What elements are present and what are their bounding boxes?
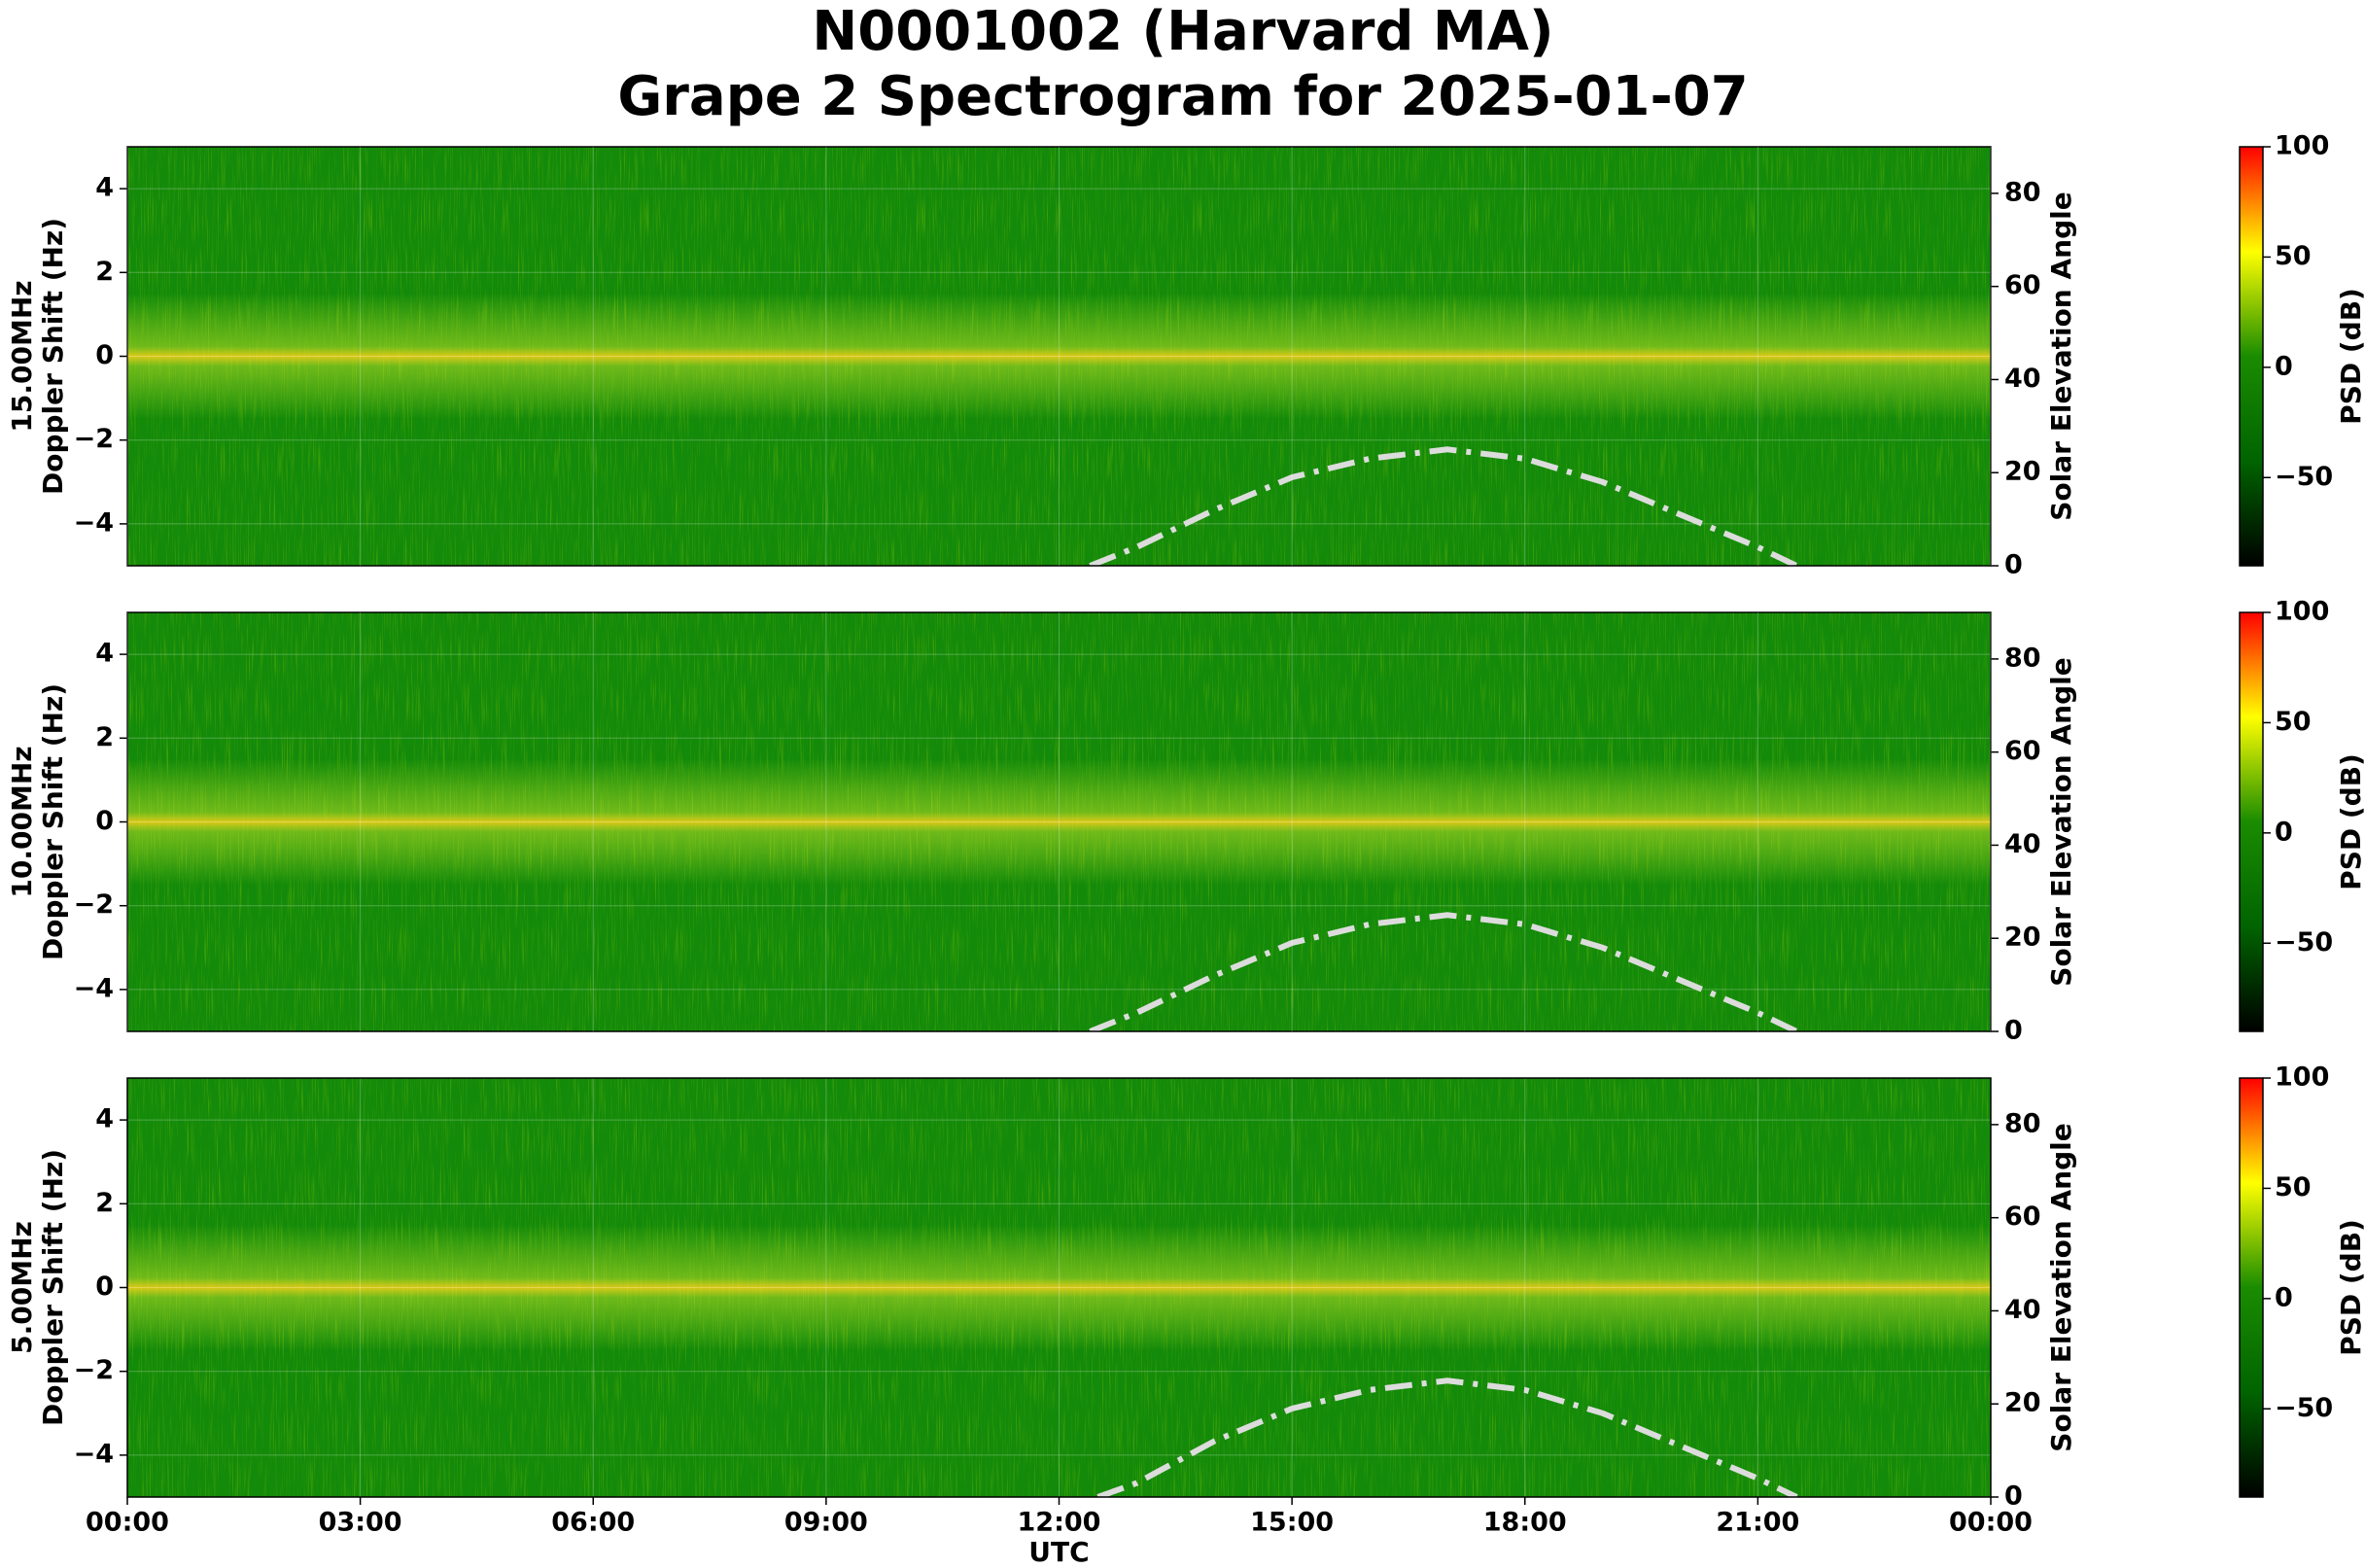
y2-axis-label: Solar Elevation Angle xyxy=(2045,1123,2077,1451)
colorbar-tick-label: 100 xyxy=(2275,131,2329,161)
colorbar-label: PSD (dB) xyxy=(2335,753,2365,890)
y-tick-label: 4 xyxy=(95,639,114,669)
colorbar-tick-label: 100 xyxy=(2275,597,2329,627)
y2-tick-label: 80 xyxy=(2004,643,2041,673)
x-tick-label: 09:00 xyxy=(784,1508,868,1538)
solar-elevation-line xyxy=(1096,1377,1798,1497)
y2-tick-label: 60 xyxy=(2004,1202,2041,1232)
y-axis-label: Doppler Shift (Hz) xyxy=(37,218,69,495)
y2-axis-label: Solar Elevation Angle xyxy=(2045,657,2077,986)
x-tick-label: 18:00 xyxy=(1483,1508,1567,1538)
y2-tick-label: 40 xyxy=(2004,1295,2041,1325)
y-axis-label: 5.00MHz xyxy=(6,1221,38,1354)
y-tick-label: −4 xyxy=(74,507,114,538)
y-tick-label: 0 xyxy=(95,340,114,370)
carrier-band xyxy=(127,293,1991,420)
colorbar-label: PSD (dB) xyxy=(2335,288,2365,425)
y-tick-label: 2 xyxy=(95,257,114,287)
x-tick-label: 00:00 xyxy=(86,1508,169,1538)
solar-elevation-line xyxy=(1089,912,1798,1031)
y-tick-label: 4 xyxy=(95,1104,114,1134)
title: N0001002 (Harvard MA) xyxy=(812,0,1553,63)
y2-tick-label: 60 xyxy=(2004,270,2041,300)
carrier-band xyxy=(127,1224,1991,1351)
y2-tick-label: 60 xyxy=(2004,736,2041,766)
carrier-band xyxy=(127,758,1991,886)
y-tick-label: 0 xyxy=(95,806,114,836)
y-tick-label: −4 xyxy=(74,1439,114,1469)
y-tick-label: −2 xyxy=(74,889,114,920)
y-tick-label: −2 xyxy=(74,1355,114,1385)
y2-tick-label: 0 xyxy=(2004,1016,2023,1046)
y2-axis-label: Solar Elevation Angle xyxy=(2045,192,2077,520)
colorbar xyxy=(2239,611,2264,1032)
y-tick-label: 2 xyxy=(95,1188,114,1218)
plot-frame xyxy=(126,1077,1992,1498)
y2-tick-label: 80 xyxy=(2004,1108,2041,1138)
y2-tick-label: 40 xyxy=(2004,829,2041,859)
y-axis-label: 10.00MHz xyxy=(6,746,38,897)
y-tick-label: 2 xyxy=(95,722,114,752)
colorbar-tick-label: 100 xyxy=(2275,1063,2329,1093)
plot-frame xyxy=(126,146,1992,567)
y2-tick-label: 40 xyxy=(2004,364,2041,394)
colorbar-tick-label: −50 xyxy=(2275,927,2333,958)
solar-elevation-line xyxy=(1089,446,1798,566)
y2-tick-label: 0 xyxy=(2004,1481,2023,1512)
y-tick-label: 0 xyxy=(95,1272,114,1302)
colorbar-tick-label: 0 xyxy=(2275,1282,2293,1312)
y2-tick-label: 20 xyxy=(2004,457,2041,487)
x-tick-label: 00:00 xyxy=(1949,1508,2033,1538)
colorbar-tick-label: −50 xyxy=(2275,462,2333,492)
y2-tick-label: 20 xyxy=(2004,1388,2041,1418)
colorbar-label: PSD (dB) xyxy=(2335,1219,2365,1356)
x-tick-label: 21:00 xyxy=(1716,1508,1799,1538)
x-tick-label: 06:00 xyxy=(551,1508,635,1538)
y-axis-label: 15.00MHz xyxy=(6,280,38,432)
y2-tick-label: 0 xyxy=(2004,550,2023,580)
y-tick-label: −2 xyxy=(74,424,114,454)
y2-tick-label: 80 xyxy=(2004,177,2041,207)
colorbar-tick-label: 50 xyxy=(2275,241,2312,271)
colorbar-tick-label: −50 xyxy=(2275,1393,2333,1423)
plot-frame xyxy=(126,611,1992,1032)
colorbar xyxy=(2239,146,2264,567)
colorbar-tick-label: 50 xyxy=(2275,1172,2312,1202)
y-axis-label: Doppler Shift (Hz) xyxy=(37,1149,69,1426)
y-tick-label: −4 xyxy=(74,973,114,1003)
y-tick-label: 4 xyxy=(95,173,114,203)
colorbar-tick-label: 50 xyxy=(2275,707,2312,737)
x-tick-label: 15:00 xyxy=(1250,1508,1334,1538)
x-axis-label: UTC xyxy=(1028,1536,1089,1568)
x-tick-label: 03:00 xyxy=(319,1508,402,1538)
colorbar-tick-label: 0 xyxy=(2275,817,2293,847)
y2-tick-label: 20 xyxy=(2004,923,2041,953)
y-axis-label: Doppler Shift (Hz) xyxy=(37,683,69,960)
title: Grape 2 Spectrogram for 2025-01-07 xyxy=(617,65,1748,128)
x-tick-label: 12:00 xyxy=(1018,1508,1101,1538)
colorbar xyxy=(2239,1077,2264,1498)
colorbar-tick-label: 0 xyxy=(2275,351,2293,381)
